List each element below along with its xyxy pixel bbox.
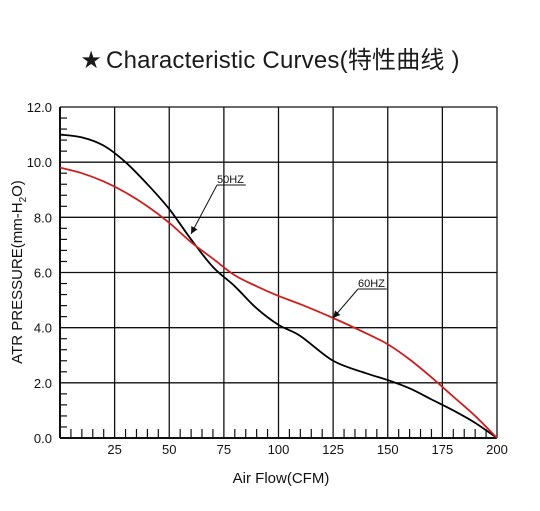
- chart-title-text: Characteristic Curves(特性曲线 ): [106, 47, 460, 74]
- y-axis-title-sub: 2: [18, 196, 29, 202]
- series-line-60hz: [59, 166, 498, 439]
- chart-title: ★ Characteristic Curves(特性曲线 ): [0, 40, 540, 75]
- grid: [59, 106, 498, 439]
- y-tick-label: 6.0: [34, 266, 52, 281]
- annotations: 50HZ 60HZ: [190, 174, 387, 319]
- y-tick-label: 0.0: [34, 431, 52, 446]
- y-tick-label: 8.0: [34, 210, 52, 225]
- series-group: [59, 133, 498, 439]
- x-tick-label: 25: [107, 442, 121, 457]
- x-tick-label: 200: [486, 442, 508, 457]
- y-axis-title: ATR PRESSURE(mm-H2O): [9, 180, 29, 364]
- x-tick-label: 100: [268, 442, 290, 457]
- y-axis-title-end: O): [9, 180, 26, 197]
- annotation-leader: [190, 184, 218, 235]
- annotation-arrowhead: [333, 310, 341, 319]
- y-tick-label: 2.0: [34, 376, 52, 391]
- minor-ticks: [60, 117, 487, 438]
- x-tick-label: 150: [377, 442, 399, 457]
- x-tick-label: 75: [217, 442, 231, 457]
- annotation-label: 60HZ: [358, 278, 385, 290]
- y-tick-label: 12.0: [27, 100, 52, 115]
- star-icon: ★: [80, 47, 103, 74]
- y-tick-label: 4.0: [34, 321, 52, 336]
- x-tick-label: 175: [432, 442, 454, 457]
- y-tick-label: 10.0: [27, 155, 52, 170]
- annotation-label: 50HZ: [217, 174, 244, 186]
- annotation-arrowhead: [191, 226, 198, 234]
- series-line-50hz: [59, 133, 498, 439]
- x-tick-label: 50: [162, 442, 176, 457]
- y-axis-title-main: ATR PRESSURE(mm-H: [9, 202, 26, 363]
- tick-labels: 25 50 75 100 125 150 175 200 0.0 2.0 4.0 6.0 8.0 10.0…: [27, 100, 508, 457]
- x-axis-title: Air Flow(CFM): [233, 470, 330, 487]
- x-tick-label: 125: [322, 442, 344, 457]
